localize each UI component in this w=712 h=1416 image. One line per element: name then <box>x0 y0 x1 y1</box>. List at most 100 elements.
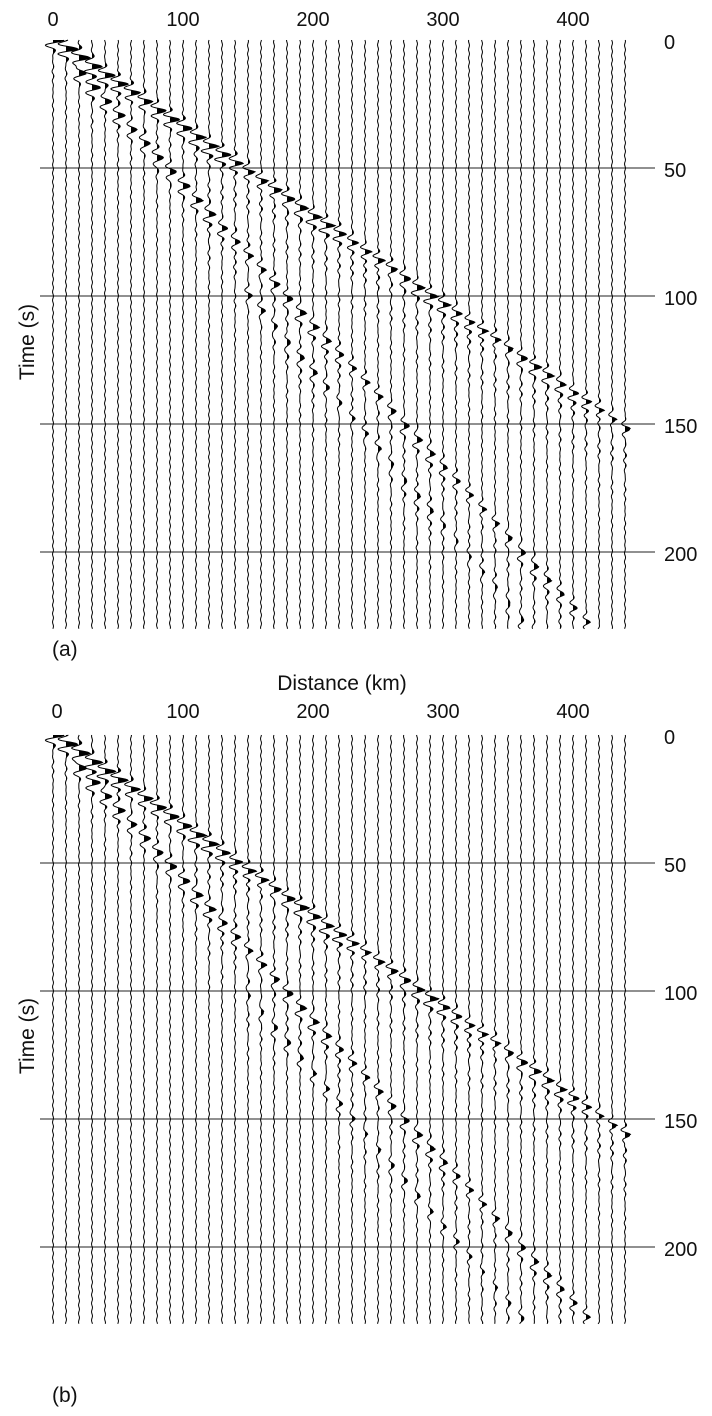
seismic-trace <box>373 734 386 1324</box>
trace-fill <box>118 768 129 899</box>
seismic-trace <box>528 734 543 1324</box>
seismic-trace <box>359 39 373 629</box>
x-tick-label: 200 <box>296 701 329 723</box>
seismic-trace <box>281 39 296 629</box>
seismic-trace <box>422 734 440 1324</box>
seismic-trace <box>620 734 632 1324</box>
seismic-trace <box>187 734 208 1324</box>
seismic-trace <box>476 734 490 1324</box>
trace-fill <box>235 151 244 375</box>
panel-label-b: (b) <box>52 1384 78 1407</box>
seismic-trace <box>464 734 476 1324</box>
seismic-trace <box>581 734 593 1325</box>
seismic-trace <box>242 39 257 629</box>
trace-fill <box>534 355 542 624</box>
trace-fill <box>573 382 579 621</box>
x-tick-label: 200 <box>296 9 329 31</box>
trace-fill <box>521 346 528 624</box>
x-tick-label: 100 <box>166 701 199 723</box>
trace-fill <box>430 987 439 1280</box>
trace-fill <box>430 284 439 602</box>
trace-fill <box>79 45 91 150</box>
trace-fill <box>261 868 269 1142</box>
trace-fill <box>235 849 243 1036</box>
seismic-trace <box>463 39 476 629</box>
trace-fill <box>560 371 567 629</box>
seismic-trace <box>581 39 593 630</box>
seismic-trace <box>385 39 399 629</box>
seismic-trace <box>554 39 568 630</box>
seismic-trace <box>241 734 258 1324</box>
y-axis-label-a: Time (s) <box>16 304 39 380</box>
seismic-trace <box>516 39 528 630</box>
trace-fill <box>495 1031 501 1315</box>
seismic-trace <box>110 39 130 629</box>
x-tick-labels-a: 0 100 200 300 400 <box>47 9 589 31</box>
seismic-trace <box>214 734 231 1324</box>
seismic-trace <box>228 734 244 1324</box>
trace-fill <box>599 1103 604 1249</box>
trace-fill <box>443 292 451 626</box>
seismic-trace <box>124 734 142 1324</box>
seismic-trace <box>541 734 556 1325</box>
trace-fill <box>157 98 166 275</box>
y-axis-label-b: Time (s) <box>16 998 39 1074</box>
seismic-trace <box>490 734 502 1324</box>
seismic-trace <box>436 39 453 629</box>
y-tick-label: 0 <box>664 32 675 54</box>
trace-fill <box>352 230 359 494</box>
seismic-trace <box>110 734 129 1324</box>
seismic-trace <box>293 39 310 629</box>
seismic-trace <box>57 39 79 629</box>
seismic-trace <box>200 734 221 1324</box>
seismic-trace <box>423 39 440 629</box>
trace-fill <box>391 257 398 574</box>
trace-fill <box>482 320 489 613</box>
x-tick-label: 300 <box>426 701 459 723</box>
trace-fill <box>66 735 78 847</box>
trace-fill <box>469 1014 475 1310</box>
seismic-trace <box>57 734 79 1324</box>
trace-fill <box>495 328 501 629</box>
trace-fill <box>209 832 219 1022</box>
seismic-trace <box>176 39 193 629</box>
seismic-trace <box>228 39 245 629</box>
seismic-trace <box>331 734 348 1324</box>
seismic-trace <box>44 734 65 1324</box>
x-tick-label: 0 <box>47 9 58 31</box>
trace-fill <box>105 759 116 884</box>
panel-label-a: (a) <box>52 638 78 661</box>
trace-fill <box>482 1023 489 1324</box>
seismic-trace <box>188 39 208 629</box>
seismic-trace <box>83 39 104 629</box>
seismic-trace <box>71 734 92 1324</box>
seismic-trace <box>595 734 605 1325</box>
seismic-trace <box>503 734 515 1324</box>
seismic-trace <box>608 39 618 629</box>
seismic-trace <box>149 734 168 1324</box>
trace-fill <box>456 301 463 608</box>
trace-fill <box>586 390 592 625</box>
trace-fill <box>365 940 372 1255</box>
seismic-trace <box>96 734 117 1324</box>
seismic-trace <box>399 39 411 629</box>
trace-fill <box>456 1003 462 1320</box>
seismic-trace <box>70 39 92 629</box>
seismic-trace <box>621 39 631 629</box>
y-tick-label: 150 <box>664 1111 697 1133</box>
trace-fill <box>118 72 129 238</box>
seismic-trace <box>436 734 451 1324</box>
seismic-trace <box>553 734 569 1325</box>
plot-area-b <box>40 734 655 1325</box>
trace-fill <box>53 735 64 840</box>
seismic-trace <box>176 734 193 1324</box>
y-tick-label: 100 <box>664 288 697 310</box>
seismic-trace <box>200 39 221 629</box>
seismic-trace <box>83 734 104 1324</box>
seismic-trace <box>137 734 155 1324</box>
x-axis-label-b: Distance (km) <box>277 672 407 695</box>
trace-fill <box>469 311 475 622</box>
seismic-trace <box>96 39 116 629</box>
trace-fill <box>547 363 555 629</box>
seismic-trace <box>123 39 142 629</box>
